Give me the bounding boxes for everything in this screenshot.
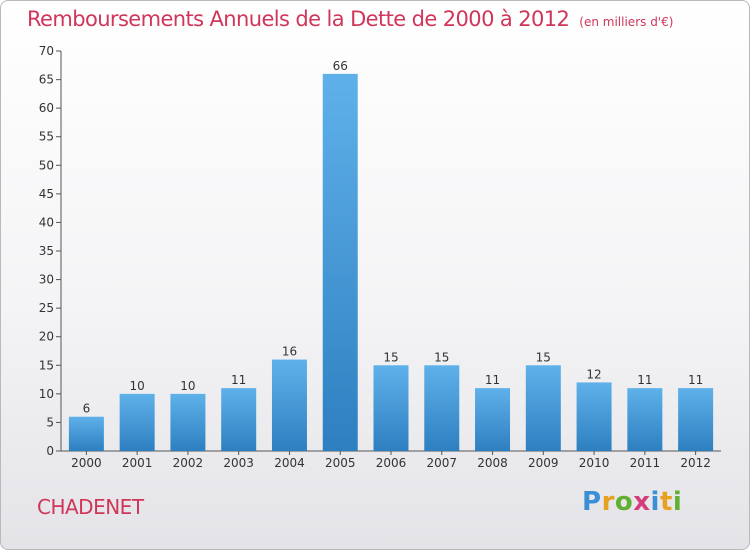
commune-name: CHADENET (37, 495, 144, 519)
logo-letter: i (672, 487, 683, 517)
data-label: 12 (586, 367, 601, 381)
bar (424, 365, 460, 451)
logo-letter: P (582, 487, 602, 517)
chart-title: Remboursements Annuels de la Dette de 20… (27, 7, 673, 31)
y-tick-label: 20 (39, 330, 54, 344)
x-tick-label: 2009 (528, 456, 559, 470)
bar (119, 393, 155, 451)
x-tick-label: 2003 (223, 456, 254, 470)
data-label: 10 (180, 379, 195, 393)
bar (271, 359, 307, 451)
data-label: 15 (536, 350, 551, 364)
proxiti-logo: Proxiti (582, 487, 682, 517)
y-tick-label: 65 (39, 73, 54, 87)
x-tick-label: 2011 (630, 456, 661, 470)
x-tick-label: 2002 (173, 456, 204, 470)
data-label: 6 (83, 402, 91, 416)
data-label: 11 (485, 373, 500, 387)
y-tick-label: 70 (39, 44, 54, 58)
logo-letter: o (614, 487, 634, 517)
logo-letter: x (633, 487, 651, 517)
y-tick-label: 45 (39, 187, 54, 201)
data-label: 15 (434, 350, 449, 364)
logo-letter: r (601, 487, 615, 517)
y-tick-label: 50 (39, 158, 54, 172)
bar (68, 416, 104, 451)
data-label: 15 (383, 350, 398, 364)
bar (678, 388, 714, 451)
y-tick-label: 0 (46, 444, 54, 458)
logo-letter: i (650, 487, 660, 517)
logo-letter: t (659, 487, 673, 517)
x-tick-label: 2006 (376, 456, 407, 470)
y-tick-label: 5 (46, 415, 54, 429)
y-tick-label: 55 (39, 130, 54, 144)
data-label: 11 (688, 373, 703, 387)
bar (322, 73, 358, 451)
x-tick-label: 2004 (274, 456, 305, 470)
y-tick-label: 10 (39, 387, 54, 401)
data-label: 16 (282, 345, 297, 359)
x-tick-label: 2001 (122, 456, 153, 470)
chart-title-text: Remboursements Annuels de la Dette de 20… (27, 7, 570, 31)
y-tick-label: 30 (39, 273, 54, 287)
bar (373, 365, 409, 451)
data-label: 11 (231, 373, 246, 387)
bar (170, 393, 206, 451)
y-tick-label: 60 (39, 101, 54, 115)
x-tick-label: 2012 (680, 456, 711, 470)
y-tick-label: 25 (39, 301, 54, 315)
data-label: 10 (130, 379, 145, 393)
y-tick-label: 35 (39, 244, 54, 258)
bar (627, 388, 663, 451)
bar (221, 388, 257, 451)
x-tick-label: 2005 (325, 456, 356, 470)
bar (576, 382, 612, 451)
x-tick-label: 2008 (477, 456, 508, 470)
x-tick-label: 2000 (71, 456, 102, 470)
x-tick-label: 2010 (579, 456, 610, 470)
data-label: 66 (333, 59, 348, 73)
x-tick-label: 2007 (426, 456, 457, 470)
data-label: 11 (637, 373, 652, 387)
unit-note: (en milliers d'€) (579, 15, 674, 29)
y-tick-label: 15 (39, 358, 54, 372)
bar (475, 388, 511, 451)
bar (525, 365, 561, 451)
y-tick-label: 40 (39, 215, 54, 229)
